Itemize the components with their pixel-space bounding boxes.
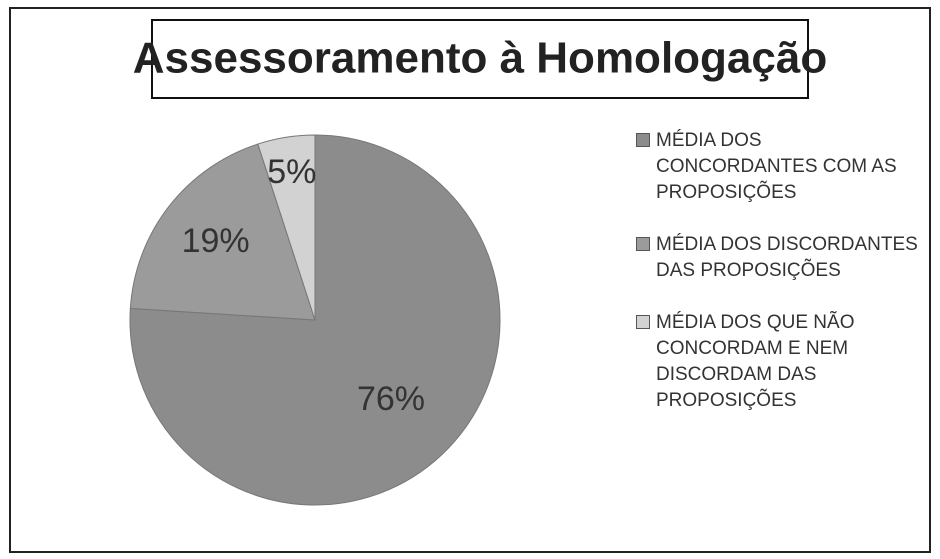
legend-swatch	[636, 237, 650, 251]
pie-slice	[257, 134, 316, 321]
pie-slice	[129, 143, 316, 321]
chart-title: Assessoramento à Homologação	[133, 34, 827, 83]
chart-frame	[9, 7, 931, 553]
pie-slice	[129, 134, 501, 506]
legend: MÉDIA DOS CONCORDANTES COM AS PROPOSIÇÕE…	[636, 128, 936, 440]
legend-swatch	[636, 315, 650, 329]
pie: 76% 19% 5%	[129, 134, 501, 506]
legend-item: MÉDIA DOS DISCORDANTES DAS PROPOSIÇÕES	[636, 232, 936, 284]
data-label: 5%	[267, 153, 316, 191]
legend-item: MÉDIA DOS CONCORDANTES COM AS PROPOSIÇÕE…	[636, 128, 936, 206]
title-box	[151, 19, 809, 99]
data-label: 76%	[357, 380, 425, 418]
legend-label: MÉDIA DOS DISCORDANTES DAS PROPOSIÇÕES	[656, 234, 918, 281]
data-label: 19%	[182, 222, 250, 260]
legend-label: MÉDIA DOS CONCORDANTES COM AS PROPOSIÇÕE…	[656, 130, 897, 203]
legend-item: MÉDIA DOS QUE NÃO CONCORDAM E NEM DISCOR…	[636, 310, 936, 414]
legend-label: MÉDIA DOS QUE NÃO CONCORDAM E NEM DISCOR…	[656, 312, 855, 411]
legend-swatch	[636, 133, 650, 147]
